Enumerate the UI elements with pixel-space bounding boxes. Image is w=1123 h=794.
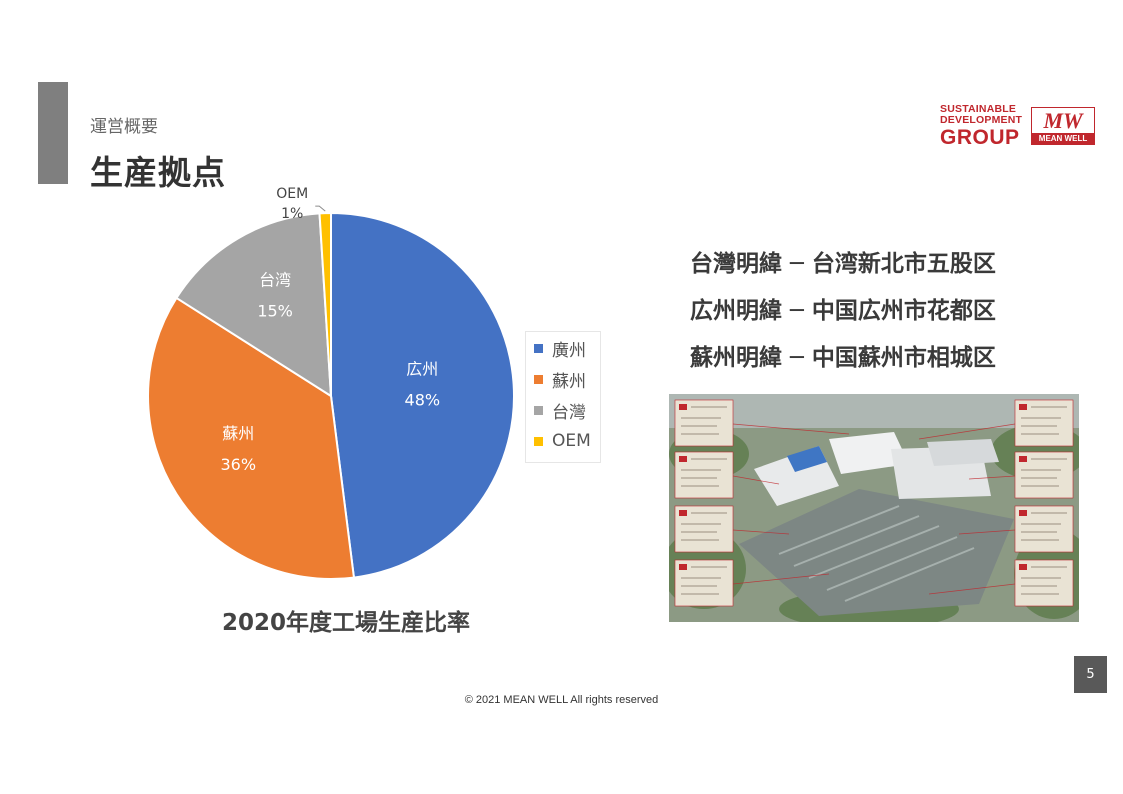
slice-value-label-guangzhou: 48% (405, 390, 441, 409)
slice-name-label-guangzhou: 広州 (406, 359, 438, 378)
pie-slice-suzhou (147, 296, 356, 580)
sdg-group-logo: SUSTAINABLE DEVELOPMENT GROUP (940, 104, 1022, 148)
slice-value-label-taiwan: 15% (257, 301, 293, 320)
slice-value-label-oem: 1% (281, 206, 303, 222)
page-title: 生産拠点 (90, 153, 226, 192)
factory-aerial-image (669, 394, 1079, 622)
pie-slice-oem (318, 211, 332, 397)
legend-label-guangzhou: 廣州 (552, 340, 586, 361)
location-guangzhou: 広州明緯 ─ 中国広州市花都区 (690, 298, 996, 324)
mean-well-logo-name: MEAN WELL (1032, 133, 1094, 144)
legend-swatch-taiwan (534, 405, 543, 415)
legend-swatch-oem (534, 436, 543, 446)
sdg-logo-line-1: SUSTAINABLE (940, 103, 1017, 115)
chart-legend: 廣州蘇州台灣 OEM (525, 331, 601, 463)
slice-name-label-oem: OEM (276, 186, 308, 202)
mean-well-logo-mark: MW (1043, 108, 1083, 133)
legend-item-guangzhou: 廣州 (534, 336, 586, 361)
legend-swatch-guangzhou (534, 343, 543, 353)
title-accent-bar (38, 82, 68, 184)
legend-label-suzhou: 蘇州 (552, 371, 586, 392)
copyright-footer: © 2021 MEAN WELL All rights reserved (464, 694, 659, 706)
pie-slice-taiwan (175, 212, 333, 398)
location-list: 台灣明緯 ─ 台湾新北市五股区 広州明緯 ─ 中国広州市花都区 蘇州明緯 ─ 中… (690, 244, 996, 385)
slice-value-label-suzhou: 36% (221, 455, 257, 474)
pie-slice-guangzhou (330, 211, 515, 579)
legend-label-oem: OEM (552, 431, 591, 451)
leader-line-oem (315, 205, 326, 212)
location-taiwan: 台灣明緯 ─ 台湾新北市五股区 (690, 251, 996, 277)
legend-item-oem: OEM (534, 429, 591, 453)
sdg-logo-group: GROUP (940, 126, 1020, 149)
mean-well-logo: MW MEAN WELL (1031, 107, 1095, 145)
legend-item-suzhou: 蘇州 (534, 367, 586, 392)
slice-name-label-taiwan: 台湾 (259, 270, 291, 289)
page-number: 5 (1074, 656, 1107, 693)
legend-label-taiwan: 台灣 (552, 402, 586, 423)
chart-title: 2020年度工場生産比率 (222, 610, 471, 636)
location-suzhou: 蘇州明緯 ─ 中国蘇州市相城区 (690, 345, 996, 371)
sdg-logo-line-2: DEVELOPMENT (940, 113, 1023, 126)
legend-item-taiwan: 台灣 (534, 398, 586, 423)
legend-swatch-suzhou (534, 374, 543, 384)
slice-name-label-suzhou: 蘇州 (222, 424, 254, 443)
section-label: 運営概要 (90, 117, 158, 137)
